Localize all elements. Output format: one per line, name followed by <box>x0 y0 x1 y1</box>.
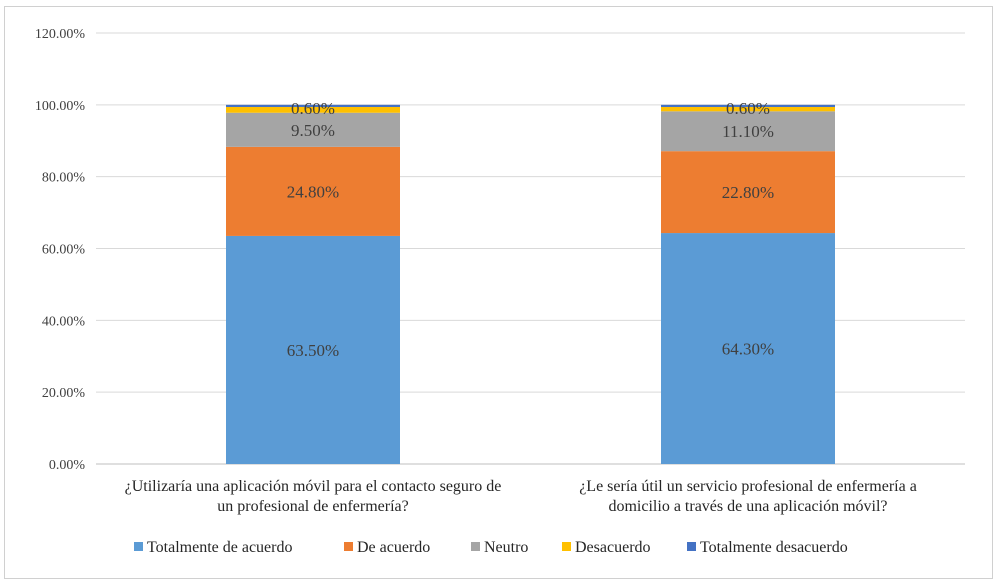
data-labels: 63.50% 24.80% 9.50% 0.60% 64.30% 22.80% 11.10%… <box>287 99 774 360</box>
y-tick-label: 100.00% <box>35 99 86 114</box>
data-label: 22.80% <box>722 183 774 202</box>
category-label: domicilio a través de una aplicación móv… <box>608 498 887 515</box>
legend: Totalmente de acuerdo De acuerdo Neutro Des… <box>134 539 848 556</box>
bars <box>226 104 835 464</box>
legend-swatch <box>562 542 571 551</box>
y-tick-label: 80.00% <box>42 171 86 186</box>
chart-frame: 0.00% 20.00% 40.00% 60.00% 80.00% 100.00% 120.… <box>4 6 993 579</box>
category-label: ¿Utilizaría una aplicación móvil para el… <box>125 478 502 495</box>
bar-segment <box>661 151 835 234</box>
legend-swatch <box>687 542 696 551</box>
data-label: 9.50% <box>291 121 335 140</box>
data-label: 0.60% <box>291 99 335 118</box>
bar-segment <box>226 104 400 107</box>
bar-segment <box>226 112 400 147</box>
legend-swatch <box>134 542 143 551</box>
data-label: 24.80% <box>287 182 339 201</box>
legend-swatch <box>471 542 480 551</box>
bar-segment <box>226 106 400 113</box>
legend-entry: Totalmente desacuerdo <box>700 539 848 556</box>
data-label: 63.50% <box>287 341 339 360</box>
x-axis: ¿Utilizaría una aplicación móvil para el… <box>125 478 917 515</box>
bar-segment <box>661 106 835 112</box>
y-tick-label: 120.00% <box>35 27 86 42</box>
legend-entry: Neutro <box>484 539 528 556</box>
legend-entry: Desacuerdo <box>575 539 651 556</box>
stacked-bar-chart: 0.00% 20.00% 40.00% 60.00% 80.00% 100.00% 120.… <box>35 27 965 556</box>
bar-segment <box>661 111 835 152</box>
legend-entry: Totalmente de acuerdo <box>147 539 292 556</box>
legend-entry: De acuerdo <box>357 539 430 556</box>
bar-segment <box>661 104 835 107</box>
y-axis: 0.00% 20.00% 40.00% 60.00% 80.00% 100.00% 120.… <box>35 27 86 473</box>
bar-segment <box>226 235 400 464</box>
data-label: 64.30% <box>722 340 774 359</box>
y-tick-label: 40.00% <box>42 314 86 329</box>
y-tick-label: 60.00% <box>42 243 86 258</box>
category-label: un profesional de enfermería? <box>217 498 408 515</box>
data-label: 0.60% <box>726 99 770 118</box>
category-label: ¿Le sería útil un servicio profesional d… <box>579 478 917 495</box>
y-tick-label: 20.00% <box>42 386 86 401</box>
bar-segment <box>226 146 400 236</box>
bar-segment <box>661 233 835 464</box>
y-tick-label: 0.00% <box>49 458 86 473</box>
data-label: 11.10% <box>722 122 774 141</box>
legend-swatch <box>344 542 353 551</box>
